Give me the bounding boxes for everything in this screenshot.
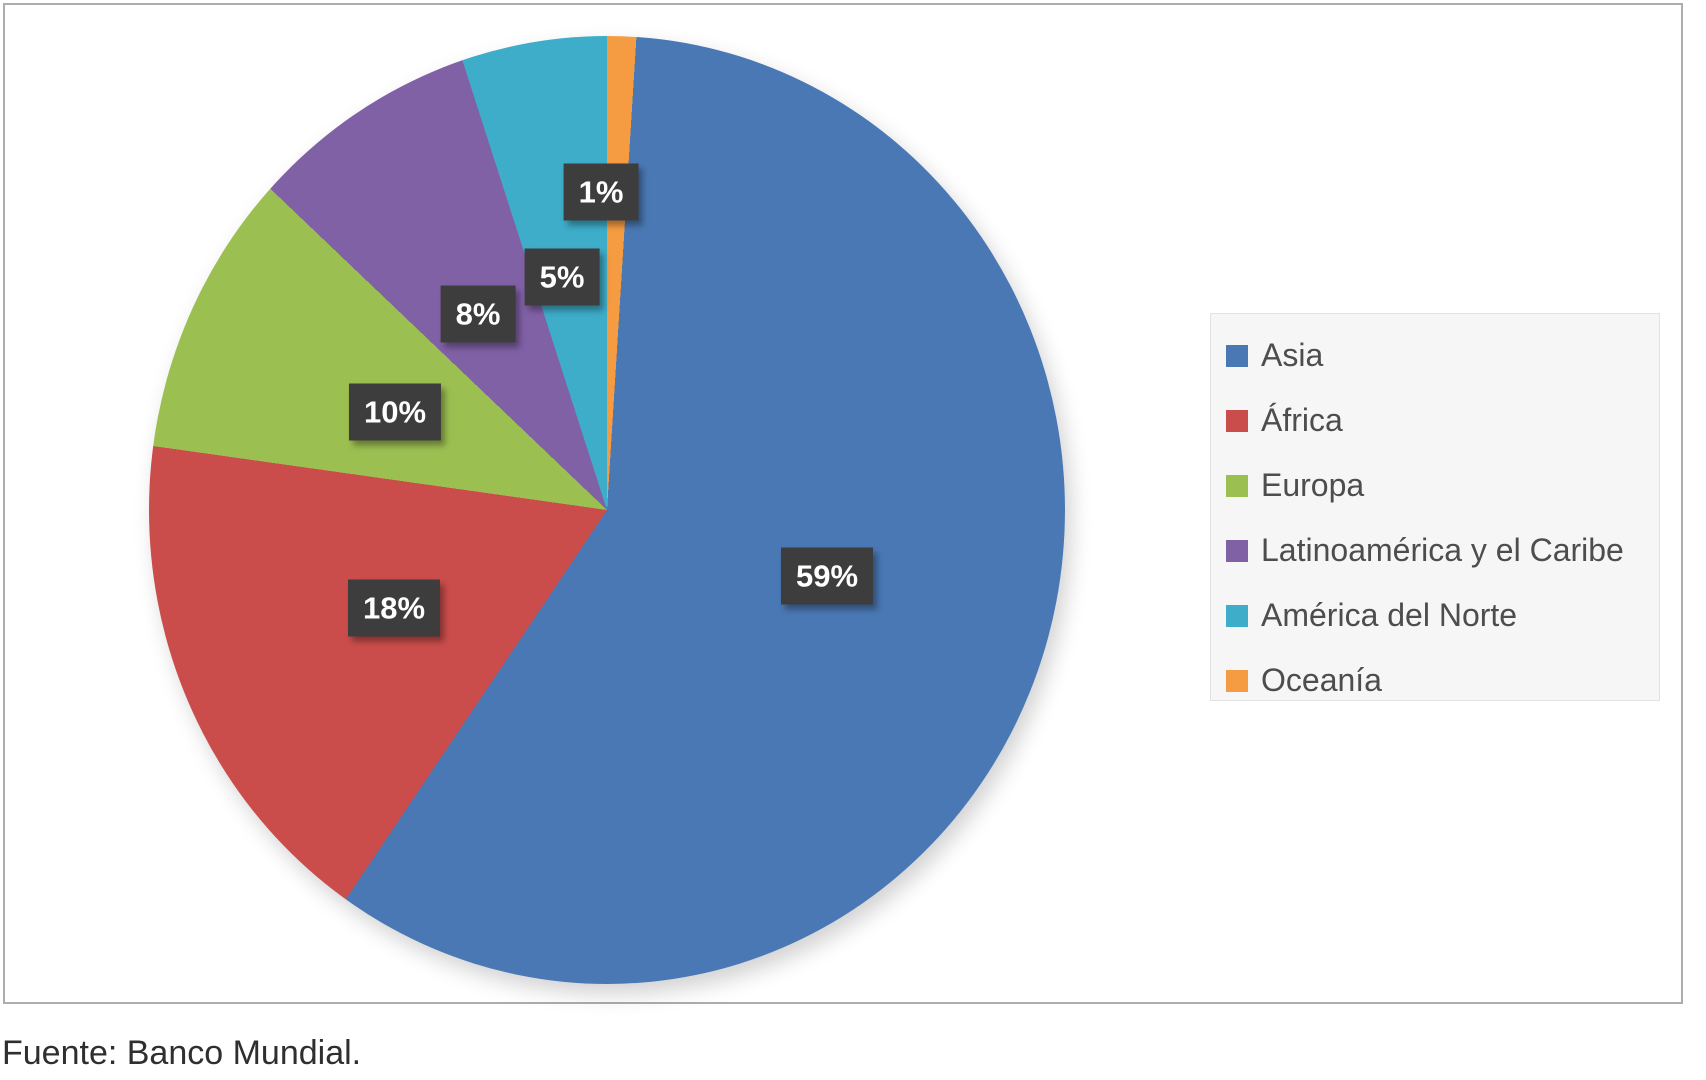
source-note: Fuente: Banco Mundial. — [2, 1034, 362, 1072]
pie-label-africa: 18% — [347, 579, 441, 637]
legend-item-europa: Europa — [1226, 455, 1659, 516]
legend-swatch-icon — [1226, 604, 1248, 627]
legend-item-africa: África — [1226, 390, 1659, 451]
chart-legend: Asia África Europa Latinoamérica y el Ca… — [1210, 313, 1660, 701]
pie-label-asia: 59% — [780, 547, 874, 605]
pie-label-oceania: 1% — [563, 163, 639, 221]
pie-label-latinoamerica: 8% — [440, 285, 516, 343]
legend-item-label: Europa — [1261, 467, 1365, 503]
pie-label-europa: 10% — [348, 383, 442, 441]
chart-area: 59% 18% 10% 8% 5% 1% Asia África Europa … — [3, 3, 1683, 1004]
legend-item-oceania: Oceanía — [1226, 650, 1659, 711]
legend-item-label: Oceanía — [1261, 662, 1382, 698]
legend-list: Asia África Europa Latinoamérica y el Ca… — [1226, 325, 1659, 711]
legend-item-label: América del Norte — [1261, 597, 1518, 633]
pie-label-america-del-norte: 5% — [524, 248, 600, 306]
legend-item-label: Asia — [1261, 337, 1324, 373]
legend-item-label: Latinoamérica y el Caribe — [1261, 532, 1624, 568]
legend-swatch-icon — [1226, 344, 1248, 367]
legend-swatch-icon — [1226, 539, 1248, 562]
legend-item-america-del-norte: América del Norte — [1226, 585, 1659, 646]
legend-item-label: África — [1261, 402, 1343, 438]
legend-swatch-icon — [1226, 669, 1248, 692]
legend-item-latinoamerica: Latinoamérica y el Caribe — [1226, 520, 1659, 581]
legend-swatch-icon — [1226, 409, 1248, 432]
legend-swatch-icon — [1226, 474, 1248, 497]
legend-item-asia: Asia — [1226, 325, 1659, 386]
